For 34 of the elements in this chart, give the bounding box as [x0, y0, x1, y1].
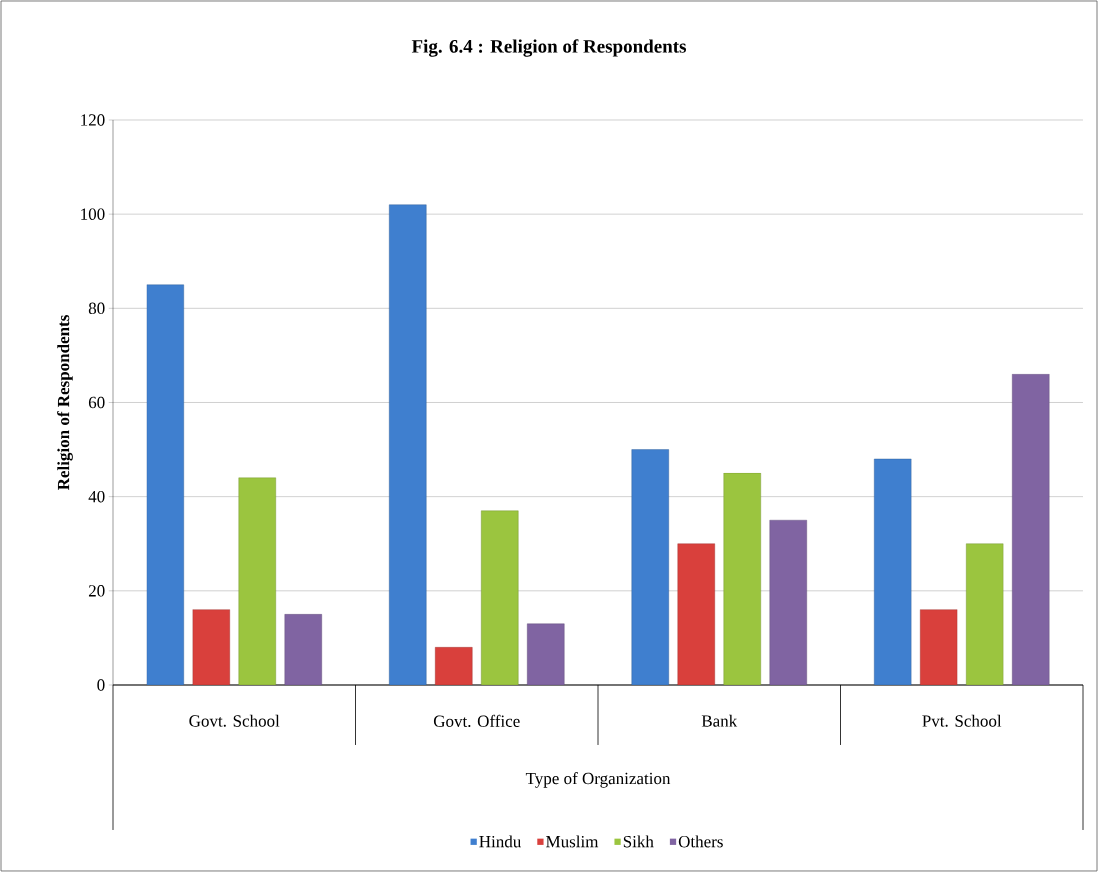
bar [389, 204, 427, 685]
legend-label: Others [678, 835, 723, 848]
chart-title: Fig. 6.4 : Religion of Respondents [411, 39, 687, 57]
y-tick-label: 100 [81, 208, 105, 220]
legend-label: Muslim [546, 835, 599, 848]
bar [481, 510, 519, 685]
y-tick-label: 120 [81, 114, 105, 126]
bar [238, 477, 276, 685]
bar [192, 609, 230, 685]
y-axis-title: Religion of Respondents [57, 315, 73, 491]
legend-label: Hindu [479, 835, 521, 848]
x-axis-title: Type of Organization [525, 772, 671, 788]
bar [631, 449, 669, 685]
bar [966, 543, 1004, 685]
y-tick-label: 80 [88, 302, 105, 315]
bar [677, 543, 715, 685]
x-tick-label: Govt. Office [433, 714, 520, 727]
bar [874, 458, 912, 685]
x-tick-label: Govt. School [189, 714, 280, 727]
bar [920, 609, 958, 685]
bar [284, 614, 322, 685]
legend-label: Sikh [623, 835, 654, 848]
x-tick-label: Bank [701, 714, 738, 727]
bar [435, 647, 473, 685]
bar [1012, 374, 1050, 685]
bar [723, 472, 761, 685]
bar [527, 623, 565, 685]
bar [769, 520, 807, 685]
y-tick-label: 0 [97, 679, 105, 691]
x-tick-label: Pvt. School [922, 714, 1002, 727]
y-tick-label: 40 [88, 490, 105, 503]
bar [146, 284, 184, 685]
y-tick-label: 20 [88, 585, 105, 597]
y-tick-label: 60 [88, 396, 105, 409]
